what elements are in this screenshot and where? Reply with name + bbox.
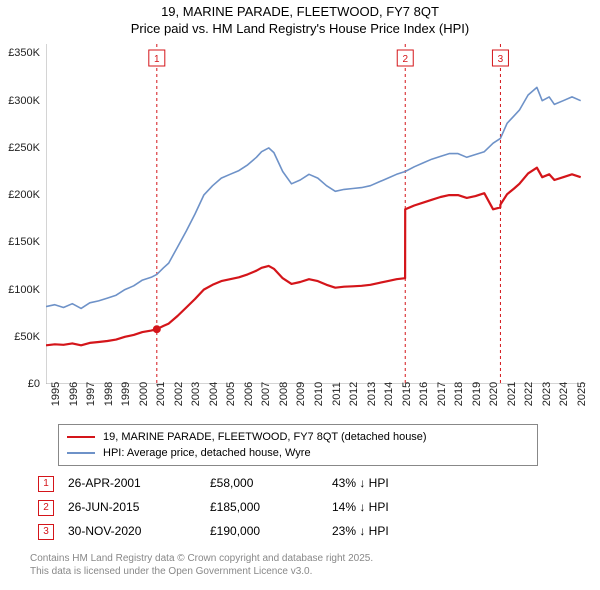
x-axis-tick-label: 1995	[50, 382, 62, 406]
x-axis-tick-label: 2000	[138, 382, 150, 406]
sales-table: 1 26-APR-2001£58,00043% ↓ HPI 2 26-JUN-2015…	[30, 470, 397, 544]
chart-marker-badge: 2	[397, 50, 413, 66]
sale-delta: 14% ↓ HPI	[326, 496, 395, 518]
x-axis-tick-label: 2013	[366, 382, 378, 406]
x-axis-tick-label: 2002	[173, 382, 185, 406]
sale-price: £185,000	[204, 496, 324, 518]
x-axis-tick-label: 1997	[85, 382, 97, 406]
y-axis-tick-label: £350K	[8, 47, 40, 59]
x-axis-tick-label: 2025	[576, 382, 588, 406]
sale-delta: 43% ↓ HPI	[326, 472, 395, 494]
svg-text:3: 3	[498, 54, 504, 65]
footer-line-2: This data is licensed under the Open Gov…	[30, 565, 373, 578]
x-axis-tick-label: 2018	[453, 382, 465, 406]
legend-swatch	[67, 436, 95, 438]
x-axis-tick-label: 2004	[208, 382, 220, 406]
x-axis-tick-label: 2010	[313, 382, 325, 406]
sale-marker-badge: 1	[38, 476, 54, 492]
y-axis-tick-label: £150K	[8, 236, 40, 248]
x-axis-tick-label: 2016	[418, 382, 430, 406]
svg-text:1: 1	[154, 54, 160, 65]
x-axis-tick-label: 2011	[331, 382, 343, 406]
chart-area: 1 2 3	[46, 44, 586, 384]
x-axis-tick-label: 2006	[243, 382, 255, 406]
x-axis-tick-label: 1998	[103, 382, 115, 406]
chart-marker-badge: 3	[492, 50, 508, 66]
x-axis-tick-label: 2021	[506, 382, 518, 406]
x-axis-tick-label: 2022	[523, 382, 535, 406]
line-chart-svg: 1 2 3	[46, 44, 586, 384]
legend: 19, MARINE PARADE, FLEETWOOD, FY7 8QT (d…	[58, 424, 538, 466]
y-axis-tick-label: £300K	[8, 95, 40, 107]
sale-date: 26-JUN-2015	[62, 496, 202, 518]
x-axis-tick-label: 2001	[155, 382, 167, 406]
series-hpi	[46, 87, 581, 308]
legend-label: 19, MARINE PARADE, FLEETWOOD, FY7 8QT (d…	[103, 431, 427, 443]
x-axis-tick-label: 2024	[558, 382, 570, 406]
x-axis-tick-label: 2019	[471, 382, 483, 406]
x-axis-tick-label: 2014	[383, 382, 395, 406]
x-axis-tick-label: 2008	[278, 382, 290, 406]
legend-label: HPI: Average price, detached house, Wyre	[103, 447, 311, 459]
chart-title-block: 19, MARINE PARADE, FLEETWOOD, FY7 8QT Pr…	[0, 0, 600, 40]
x-axis-tick-label: 2012	[348, 382, 360, 406]
x-axis-tick-label: 2017	[436, 382, 448, 406]
chart-marker-badge: 1	[149, 50, 165, 66]
y-axis-tick-label: £250K	[8, 142, 40, 154]
y-axis-tick-label: £100K	[8, 284, 40, 296]
legend-row: 19, MARINE PARADE, FLEETWOOD, FY7 8QT (d…	[67, 429, 529, 445]
legend-swatch	[67, 452, 95, 454]
x-axis-tick-label: 2009	[295, 382, 307, 406]
table-row: 2 26-JUN-2015£185,00014% ↓ HPI	[32, 496, 395, 518]
sale-date: 30-NOV-2020	[62, 520, 202, 542]
x-axis-tick-label: 2005	[225, 382, 237, 406]
sale-marker-badge: 3	[38, 524, 54, 540]
legend-row: HPI: Average price, detached house, Wyre	[67, 445, 529, 461]
x-axis-tick-label: 2003	[190, 382, 202, 406]
footer-attribution: Contains HM Land Registry data © Crown c…	[30, 552, 373, 578]
sale-price: £58,000	[204, 472, 324, 494]
svg-text:2: 2	[402, 54, 408, 65]
x-axis-tick-label: 2007	[260, 382, 272, 406]
y-axis-tick-label: £200K	[8, 189, 40, 201]
x-axis-tick-label: 1996	[68, 382, 80, 406]
sale-price: £190,000	[204, 520, 324, 542]
x-axis-tick-label: 2020	[488, 382, 500, 406]
sale-marker-badge: 2	[38, 500, 54, 516]
y-axis-tick-label: £0	[28, 378, 40, 390]
x-axis-tick-label: 2023	[541, 382, 553, 406]
sale-delta: 23% ↓ HPI	[326, 520, 395, 542]
x-axis-tick-label: 1999	[120, 382, 132, 406]
title-line-1: 19, MARINE PARADE, FLEETWOOD, FY7 8QT	[0, 4, 600, 21]
x-axis-tick-label: 2015	[401, 382, 413, 406]
sale-dot	[153, 325, 161, 333]
sale-date: 26-APR-2001	[62, 472, 202, 494]
y-axis-tick-label: £50K	[14, 331, 40, 343]
table-row: 3 30-NOV-2020£190,00023% ↓ HPI	[32, 520, 395, 542]
footer-line-1: Contains HM Land Registry data © Crown c…	[30, 552, 373, 565]
title-line-2: Price paid vs. HM Land Registry's House …	[0, 21, 600, 38]
table-row: 1 26-APR-2001£58,00043% ↓ HPI	[32, 472, 395, 494]
